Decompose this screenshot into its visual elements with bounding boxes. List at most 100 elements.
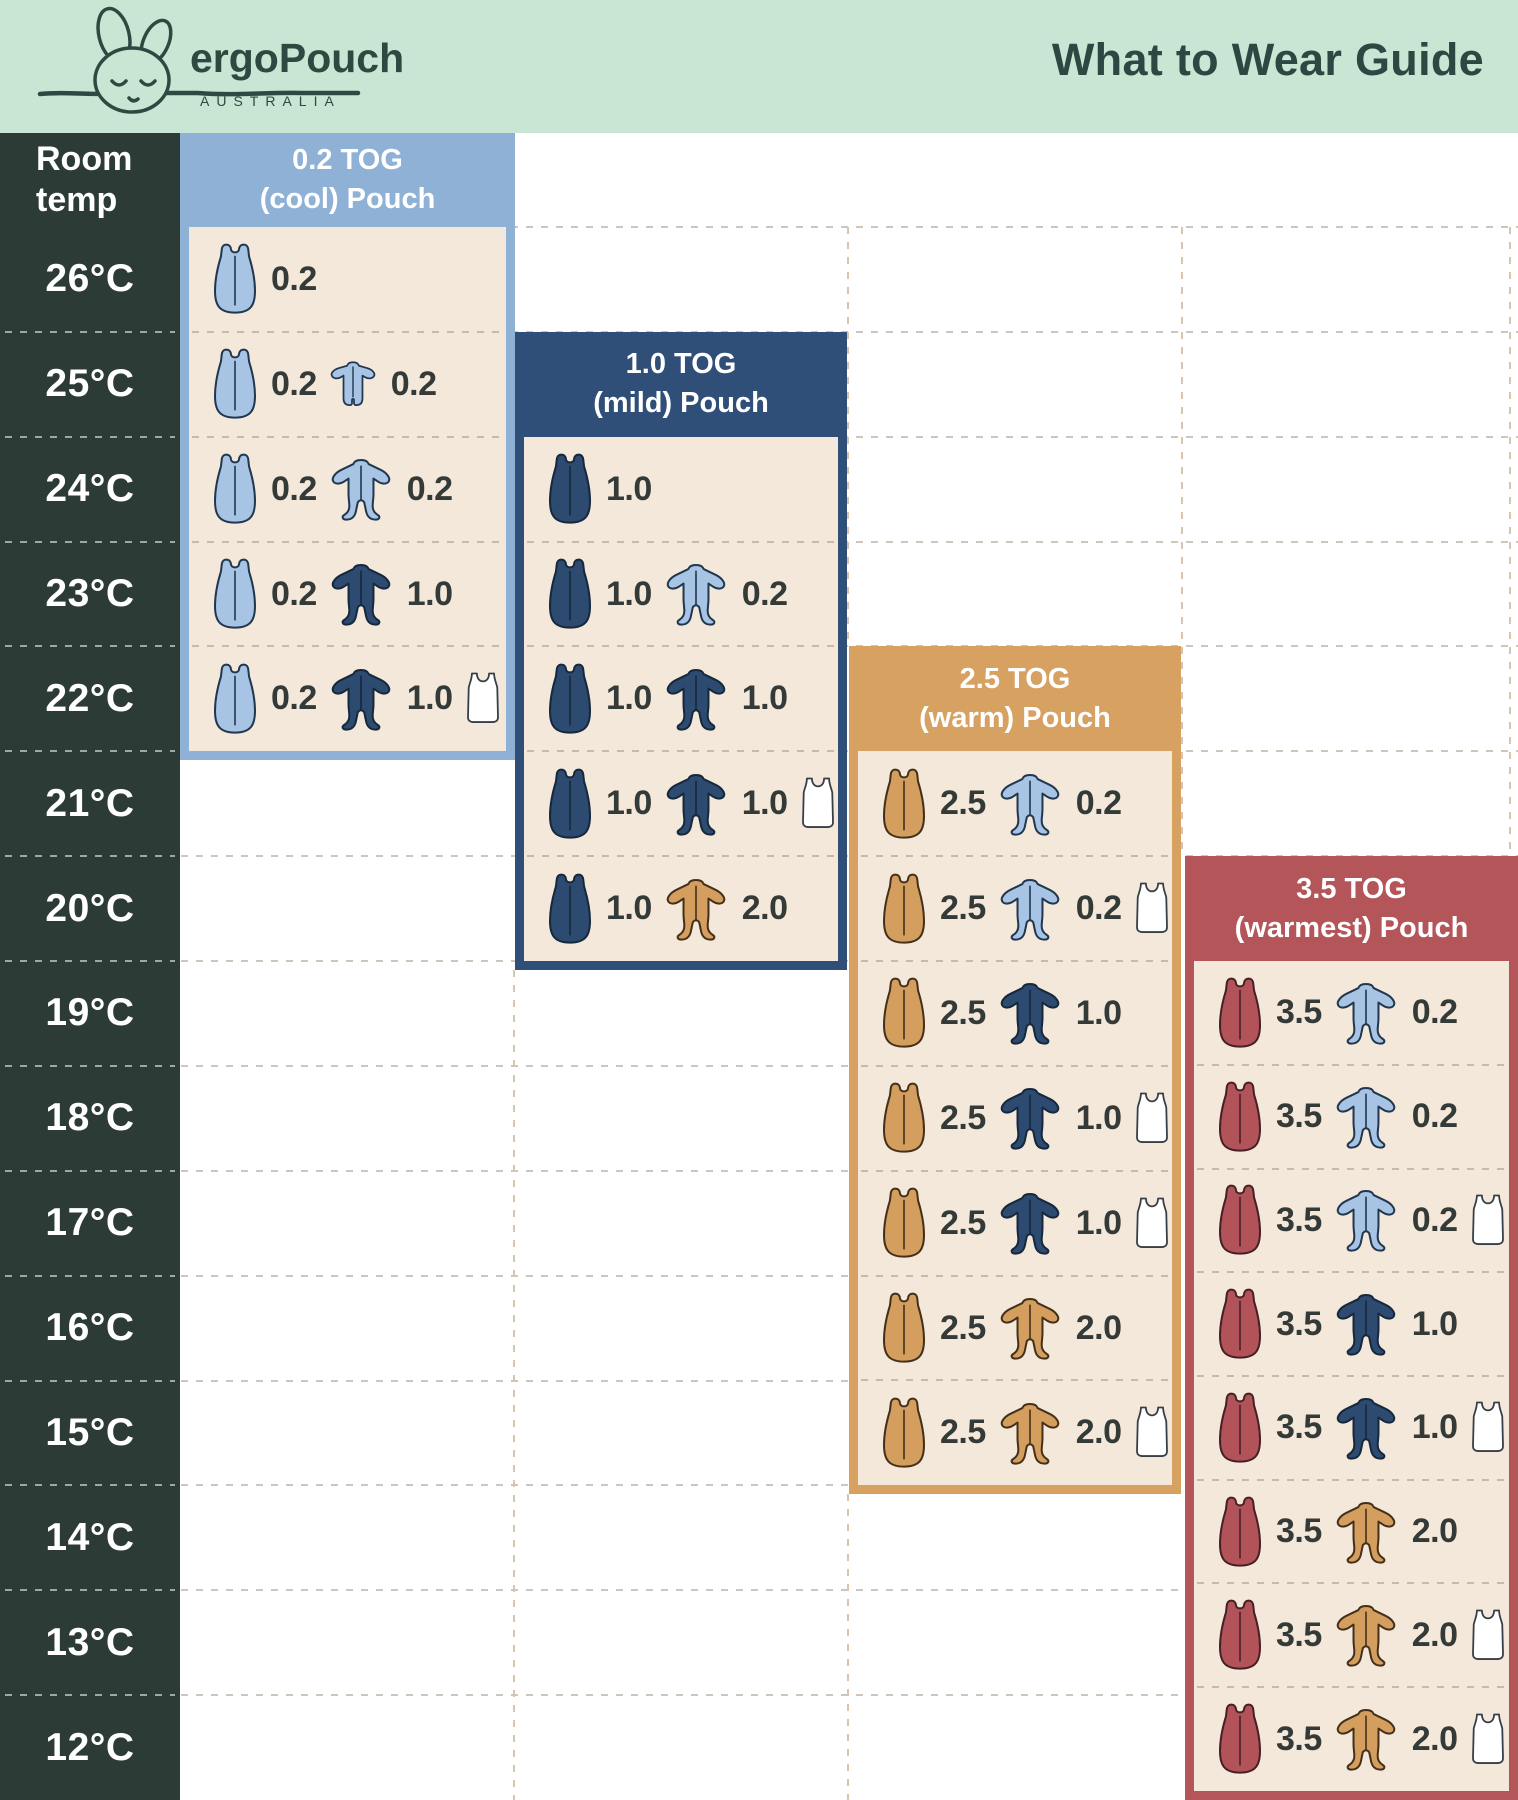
singlet-icon: [801, 777, 834, 829]
pouch-icon: [883, 1187, 925, 1258]
guide-row: 3.5 2.0: [1194, 1582, 1509, 1687]
pouch-icon: [883, 1397, 925, 1468]
temp-row-divider: [5, 960, 175, 963]
temp-label: 17°C: [45, 1201, 135, 1245]
panel-header-mild: 1.0 TOG (mild) Pouch: [515, 331, 847, 437]
pouch-icon: [1219, 1496, 1261, 1567]
onesie-icon: [1000, 983, 1060, 1046]
pouch-icon: [1219, 1599, 1261, 1670]
row-divider: [527, 540, 835, 543]
temp-row-divider: [5, 1589, 175, 1592]
temp-label: 16°C: [45, 1306, 135, 1350]
onesie-icon: [1336, 1294, 1396, 1356]
guide-row: 2.5 2.0: [858, 1379, 1172, 1485]
panel-header-cool: 0.2 TOG (cool) Pouch: [180, 133, 515, 227]
pouch-icon: [214, 558, 256, 629]
grid-vline: [1181, 227, 1183, 857]
singlet-wrap: [1132, 1405, 1172, 1460]
singlet-wrap: [463, 671, 503, 726]
pouch-icon: [549, 768, 591, 839]
panel-header-warmest: 3.5 TOG (warmest) Pouch: [1185, 856, 1518, 962]
logo-sketch-line: [37, 90, 361, 97]
guide-row: 3.5 0.2: [1194, 1063, 1509, 1169]
row-divider: [861, 960, 1169, 963]
grid-hline: [181, 330, 1518, 333]
temp-row-divider: [5, 1484, 175, 1487]
tog-value: 0.2: [1411, 1097, 1458, 1136]
room-temp-header-line1: Room: [36, 139, 133, 178]
ergopouch-logo: ergoPouch AUSTRALIA: [37, 6, 404, 114]
pouch-icon: [549, 873, 591, 944]
guide-row: 2.5 1.0: [858, 1169, 1172, 1276]
temp-label: 13°C: [45, 1620, 135, 1664]
guide-row: 1.0 0.2: [524, 540, 838, 647]
onesie-icon: [1336, 1501, 1396, 1564]
panel-title-line2: (cool) Pouch: [259, 183, 436, 215]
row-divider: [1197, 1063, 1506, 1066]
temp-label: 25°C: [45, 362, 135, 406]
guide-row: 3.5 0.2: [1194, 1167, 1509, 1273]
singlet-wrap: [1132, 1196, 1172, 1251]
tog-value: 2.5: [940, 889, 986, 928]
grid-hline: [181, 226, 1518, 228]
tog-value: 1.0: [1411, 1408, 1458, 1447]
romper-icon: [330, 361, 376, 407]
guide-row: 1.0 1.0: [524, 645, 838, 751]
pouch-icon: [214, 244, 256, 315]
row-divider: [1197, 1271, 1506, 1274]
pouch-icon: [1219, 1288, 1261, 1359]
brand-country: AUSTRALIA: [200, 93, 341, 109]
panel-warm: 2.5 0.2 2.5 0.2 2.5 1.0 2.5 1.0 2.5 1.0 …: [849, 751, 1181, 1495]
singlet-wrap: [1468, 1608, 1508, 1663]
singlet-icon: [1471, 1713, 1504, 1764]
row-divider: [527, 645, 835, 648]
temp-label: 26°C: [45, 257, 135, 301]
tog-value: 3.5: [1276, 1200, 1322, 1239]
guide-row: 0.2 1.0: [189, 645, 506, 751]
pouch-icon: [214, 453, 256, 524]
pouch-icon: [1219, 1392, 1261, 1463]
onesie-icon: [1000, 773, 1060, 836]
temp-label: 20°C: [45, 886, 135, 930]
pouch-icon: [549, 558, 591, 629]
guide-row: 3.5 0.2: [1194, 961, 1509, 1065]
row-divider: [192, 435, 503, 438]
panel-title-line1: 2.5 TOG: [959, 663, 1071, 696]
pouch-icon: [883, 768, 925, 839]
room-temp-header-line2: temp: [36, 181, 118, 219]
tog-value: 1.0: [606, 679, 652, 718]
guide-row: 0.2: [189, 227, 506, 332]
guide-row: 1.0: [524, 437, 838, 542]
temp-label: 12°C: [45, 1725, 135, 1769]
singlet-wrap: [1132, 881, 1172, 936]
tog-value: 2.5: [940, 993, 986, 1032]
temp-row-divider: [5, 1694, 175, 1697]
singlet-icon: [1135, 1407, 1168, 1458]
tog-value: 2.0: [1075, 1308, 1122, 1347]
tog-value: 3.5: [1276, 1304, 1322, 1343]
onesie-icon: [1336, 982, 1396, 1045]
row-divider: [192, 645, 503, 648]
onesie-icon: [331, 564, 391, 626]
guide-row: 1.0 2.0: [524, 855, 838, 961]
tog-value: 0.2: [271, 469, 317, 508]
singlet-icon: [1135, 1092, 1168, 1143]
temp-row-divider: [5, 1169, 175, 1172]
singlet-wrap: [1468, 1400, 1508, 1455]
row-divider: [527, 750, 835, 753]
onesie-icon: [1336, 1190, 1396, 1252]
temp-label: 14°C: [45, 1515, 135, 1559]
grid-vline: [1509, 227, 1511, 857]
grid-vline: [513, 970, 515, 1800]
row-divider: [192, 540, 503, 543]
pouch-icon: [1219, 977, 1261, 1048]
pouch-icon: [214, 348, 256, 419]
tog-value: 0.2: [741, 574, 788, 613]
pouch-icon: [883, 978, 925, 1049]
singlet-wrap: [1468, 1712, 1508, 1767]
grid-vline: [847, 227, 849, 647]
room-temp-header: Room temp: [0, 133, 180, 227]
pouch-icon: [1219, 1081, 1261, 1152]
bunny-eye-right: [139, 79, 157, 87]
